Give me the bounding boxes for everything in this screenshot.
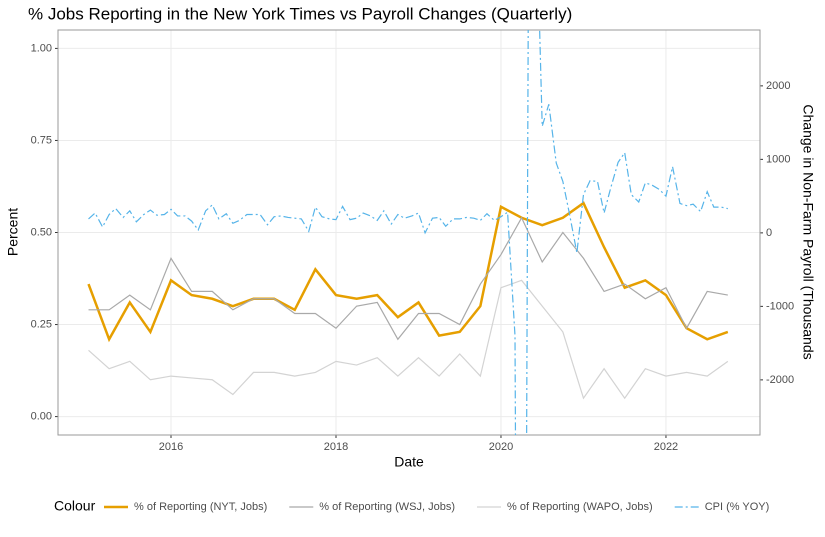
y2-tick-label: -2000: [766, 374, 794, 386]
y-tick-label: 1.00: [31, 42, 52, 54]
y2-tick-label: -1000: [766, 300, 794, 312]
legend-title: Colour: [54, 498, 96, 514]
y-tick-label: 0.00: [31, 410, 52, 422]
series-line: [87, 201, 729, 343]
legend-label: % of Reporting (WAPO, Jobs): [507, 501, 653, 513]
y2-tick-label: 1000: [766, 153, 790, 165]
y2-tick-label: 2000: [766, 80, 790, 92]
y2-axis-title: Change in Non-Farm Payroll (Thousands: [800, 104, 816, 359]
legend-label: % of Reporting (WSJ, Jobs): [319, 501, 455, 513]
y-tick-label: 0.25: [31, 318, 52, 330]
legend-label: % of Reporting (NYT, Jobs): [134, 501, 267, 513]
y2-tick-label: 0: [766, 227, 772, 239]
x-tick-label: 2016: [159, 441, 183, 453]
chart-title: % Jobs Reporting in the New York Times v…: [28, 4, 572, 23]
x-tick-label: 2018: [324, 441, 348, 453]
x-axis-title: Date: [394, 454, 424, 470]
series-line: [88, 216, 728, 341]
y-tick-label: 0.50: [31, 226, 52, 238]
y-axis-title: Percent: [5, 208, 21, 256]
legend-label: CPI (% YOY): [705, 501, 770, 513]
y-tick-label: 0.75: [31, 134, 52, 146]
series-line: [88, 30, 728, 435]
series-line: [88, 279, 729, 400]
plot-border: [57, 29, 761, 436]
x-tick-label: 2020: [489, 441, 513, 453]
x-tick-label: 2022: [654, 441, 678, 453]
